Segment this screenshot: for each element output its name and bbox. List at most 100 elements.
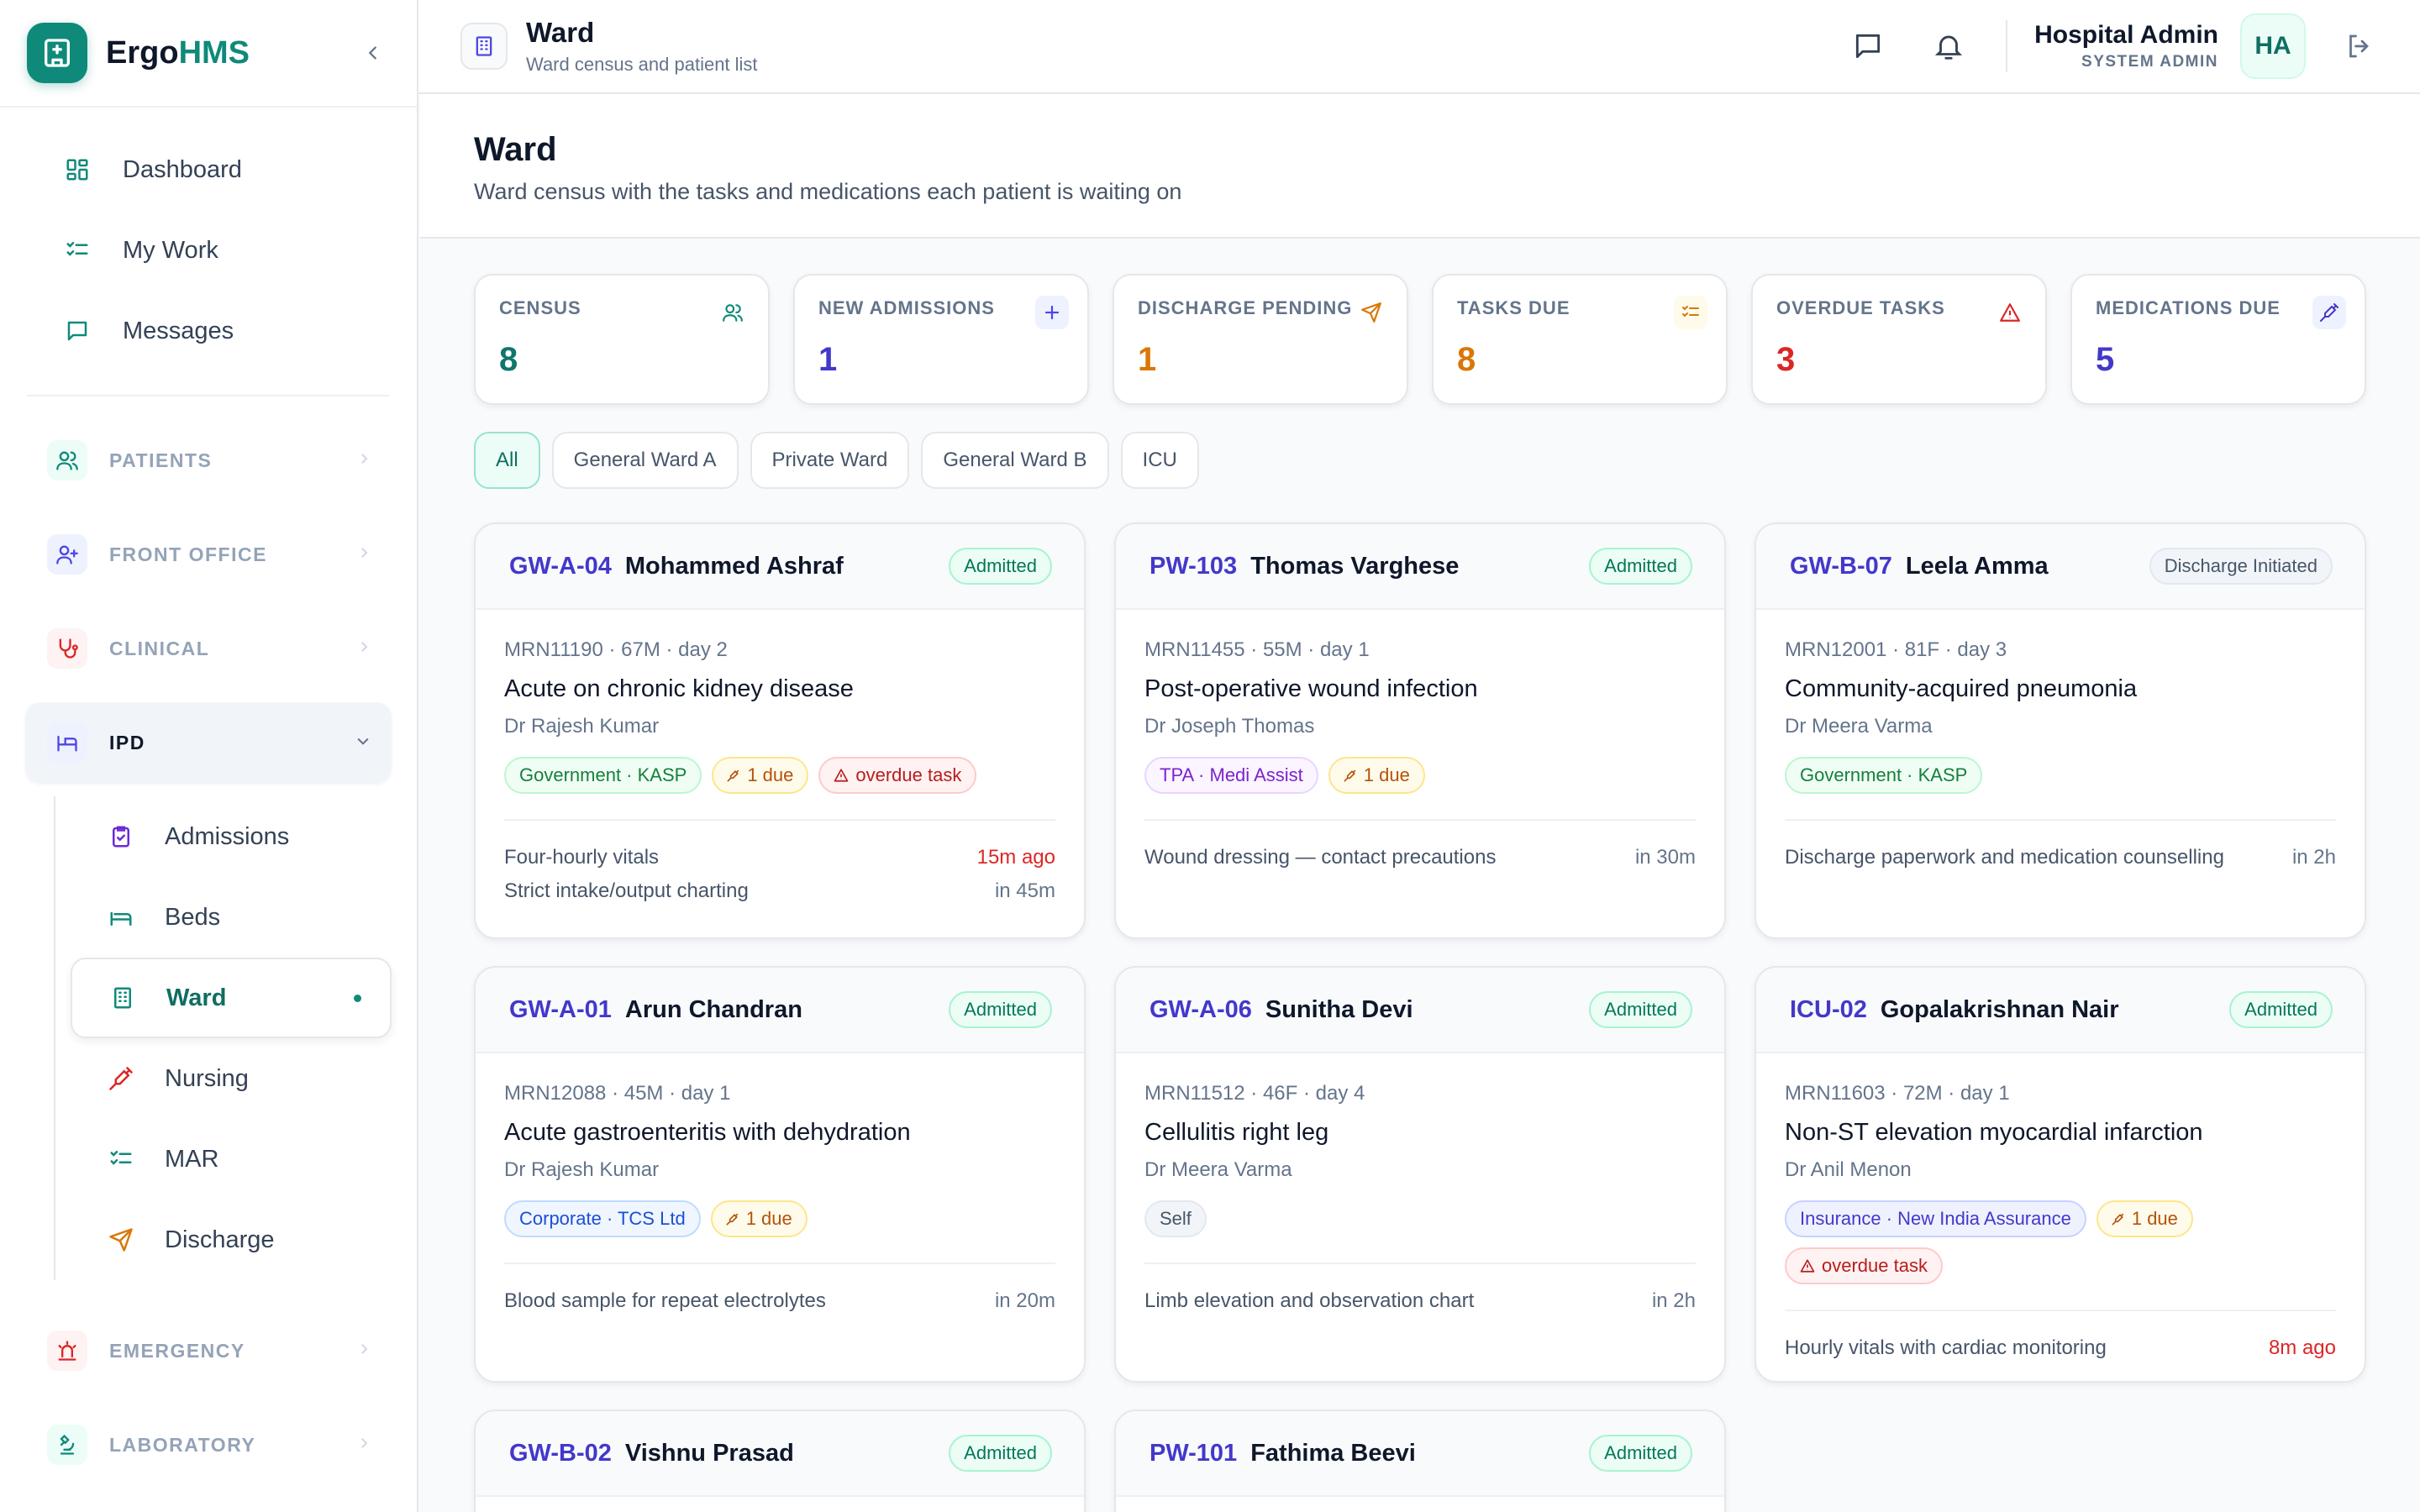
nav-group-emergency[interactable]: EMERGENCY [25,1310,392,1391]
nav-label: Messages [123,317,234,344]
sidebar-divider [27,395,390,396]
task-time: in 20m [994,1289,1055,1312]
overdue-tag: overdue task [818,757,977,794]
filter-private-ward[interactable]: Private Ward [750,432,910,489]
patient-card[interactable]: PW-101 Fathima Beevi Admitted [1114,1410,1726,1512]
task-time: in 2h [1651,1289,1696,1312]
patient-card[interactable]: GW-B-02 Vishnu Prasad Admitted [474,1410,1086,1512]
grid-icon [62,157,92,182]
filter-icu[interactable]: ICU [1120,432,1199,489]
nav-ward[interactable]: Ward [71,958,392,1038]
filter-all[interactable]: All [474,432,540,489]
stethoscope-icon [47,628,87,669]
status-badge: Admitted [949,548,1052,585]
collapse-sidebar-button[interactable] [356,36,390,70]
doctor: Dr Meera Varma [1785,715,1933,738]
clipboard-check-icon [106,824,136,849]
syringe-icon [1344,769,1355,782]
task-name: Discharge paperwork and medication couns… [1785,846,2224,869]
stat-tasks-due: TASKS DUE 8 [1432,274,1728,405]
task-time: 15m ago [976,846,1055,869]
nav-group-patients[interactable]: PATIENTS [25,420,392,501]
nav-label: My Work [123,236,218,264]
nav-group-clinical[interactable]: CLINICAL [25,608,392,689]
patient-name: Thomas Varghese [1250,552,1460,580]
task-name: Wound dressing — contact precautions [1144,846,1497,869]
ward-filters: All General Ward A Private Ward General … [474,432,1199,489]
hospital-logo-icon [27,23,87,83]
nav-label: Dashboard [123,155,242,183]
nav-messages[interactable]: Messages [25,291,392,371]
nav-mar[interactable]: MAR [71,1119,392,1200]
patient-name: Gopalakrishnan Nair [1880,995,2119,1023]
nav-group-partial[interactable] [25,1499,392,1512]
due-label: 1 due [745,1208,792,1229]
stat-overdue-tasks: OVERDUE TASKS 3 [1751,274,2047,405]
avatar[interactable]: HA [2240,13,2306,79]
nav-nursing[interactable]: Nursing [71,1038,392,1119]
patient-name: Sunitha Devi [1265,995,1413,1023]
bed-number: GW-A-04 [509,552,612,580]
user-info: Hospital Admin SYSTEM ADMIN [2034,21,2218,71]
send-icon [1355,296,1388,329]
nav-beds[interactable]: Beds [71,877,392,958]
doctor: Dr Rajesh Kumar [504,715,660,738]
chevron-down-icon [355,732,371,753]
task-time: 8m ago [2268,1336,2336,1359]
task-time: in 30m [1634,846,1696,869]
logout-button[interactable] [2339,26,2380,66]
task-row: Hourly vitals with cardiac monitoring 8m … [1785,1331,2336,1365]
nav-group-laboratory[interactable]: LABORATORY [25,1404,392,1485]
stat-value: 8 [499,341,518,378]
due-label: 1 due [747,764,794,785]
patient-meta: MRN11603 · 72M · day 1 [1785,1082,2010,1105]
page-header: Ward Ward census with the tasks and medi… [420,94,2420,239]
topbar-title: Ward [526,17,595,48]
bed-number: GW-B-07 [1790,552,1892,580]
messages-button[interactable] [1844,23,1891,70]
stat-value: 1 [1138,341,1157,378]
due-tag: 1 due [1328,757,1425,794]
nav-dashboard[interactable]: Dashboard [25,129,392,210]
nav-group-ipd[interactable]: IPD [25,702,392,783]
filter-general-ward-b[interactable]: General Ward B [921,432,1109,489]
nav-group-front-office[interactable]: FRONT OFFICE [25,514,392,595]
payer-tag: Corporate · TCS Ltd [504,1200,701,1237]
nav-label: Ward [166,984,227,1011]
topbar-subtitle: Ward census and patient list [526,54,758,75]
payer-tag: Government · KASP [1785,757,1983,794]
top-bar: Ward Ward census and patient list Hospit… [418,0,2420,94]
bed-number: GW-B-02 [509,1439,612,1467]
patient-card[interactable]: GW-A-04 Mohammed Ashraf Admitted MRN1119… [474,522,1086,939]
sidebar: Ergo HMS Dashboard My Work Messages PATIE… [0,0,418,1512]
patient-card[interactable]: GW-B-07 Leela Amma Discharge Initiated M… [1754,522,2366,939]
chevron-right-icon [356,639,371,659]
nav-label: Admissions [165,822,290,850]
patient-card[interactable]: GW-A-06 Sunitha Devi Admitted MRN11512 ·… [1114,966,1726,1383]
stat-label: CENSUS [499,297,581,318]
filter-general-ward-a[interactable]: General Ward A [551,432,739,489]
syringe-icon [2112,1213,2124,1226]
stat-medications-due: MEDICATIONS DUE 5 [2070,274,2366,405]
group-label: CLINICAL [109,637,210,659]
notifications-button[interactable] [1925,23,1972,70]
bed-number: GW-A-01 [509,995,612,1023]
chevron-right-icon [356,451,371,470]
patient-card[interactable]: PW-103 Thomas Varghese Admitted MRN11455… [1114,522,1726,939]
stat-label: TASKS DUE [1457,297,1570,318]
topbar-divider [2006,20,2008,72]
payer-tag: Self [1144,1200,1207,1237]
patient-card[interactable]: GW-A-01 Arun Chandran Admitted MRN12088 … [474,966,1086,1383]
payer-tag: Insurance · New India Assurance [1785,1200,2086,1237]
task-time: in 2h [2291,846,2336,869]
message-icon [1856,34,1881,59]
nav-label: Discharge [165,1226,275,1253]
task-name: Limb elevation and observation chart [1144,1289,1475,1312]
due-tag: 1 due [712,757,809,794]
logout-icon [2349,34,2369,58]
patient-card[interactable]: ICU-02 Gopalakrishnan Nair Admitted MRN1… [1754,966,2366,1383]
nav-admissions[interactable]: Admissions [71,796,392,877]
users-icon [47,440,87,480]
nav-my-work[interactable]: My Work [25,210,392,291]
nav-discharge[interactable]: Discharge [71,1200,392,1280]
